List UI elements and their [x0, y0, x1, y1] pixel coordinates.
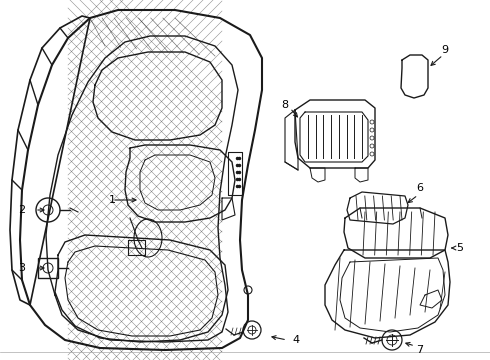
Text: 7: 7: [416, 345, 423, 355]
Bar: [38, 258, 58, 278]
Text: 5: 5: [457, 243, 464, 253]
Text: 4: 4: [293, 335, 299, 345]
Text: 6: 6: [416, 183, 423, 193]
Text: 9: 9: [441, 45, 448, 55]
Text: 1: 1: [108, 195, 116, 205]
Text: 8: 8: [281, 100, 289, 110]
Text: 2: 2: [19, 205, 25, 215]
Text: 3: 3: [19, 263, 25, 273]
